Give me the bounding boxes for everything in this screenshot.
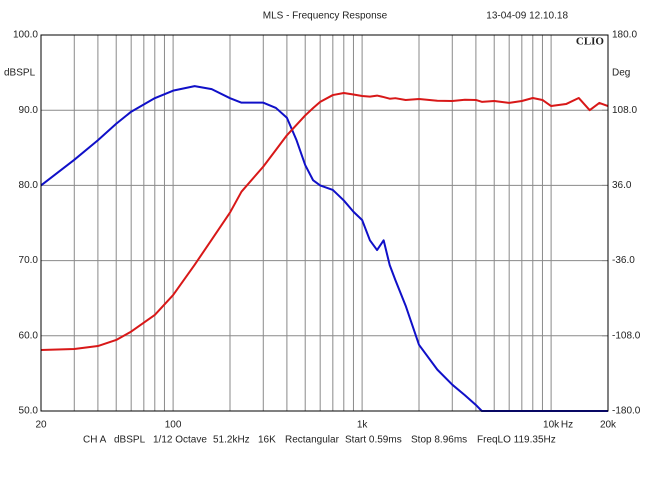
y2-tick-label: 180.0: [612, 30, 637, 41]
x-unit-label: Hz: [561, 420, 573, 431]
y2-tick-label: -36.0: [612, 255, 635, 266]
y-tick-label: 80.0: [19, 180, 39, 191]
y-tick-label: 60.0: [19, 330, 39, 341]
brand: CLIO: [576, 36, 605, 48]
series-line: [40, 91, 609, 351]
y-axis-label: dBSPL: [4, 68, 36, 79]
y-tick-label: 50.0: [19, 406, 39, 417]
x-tick-label: 100: [165, 420, 182, 431]
y-tick-label: 100.0: [13, 30, 38, 41]
y2-tick-label: 108.0: [612, 105, 637, 116]
footer-item: FreqLO 119.35Hz: [477, 435, 556, 446]
plot-frame: [40, 34, 609, 412]
x-tick-label: 20k: [600, 420, 617, 431]
x-tick-label: 20: [35, 420, 47, 431]
y2-axis-label: Deg: [612, 68, 630, 79]
y2-tick-label: -180.0: [612, 406, 641, 417]
y-tick-label: 70.0: [19, 255, 39, 266]
footer-item: 1/12 Octave: [153, 435, 207, 446]
chart-title: MLS - Frequency Response: [263, 11, 388, 22]
x-tick-label: 1k: [357, 420, 369, 431]
y2-tick-label: -108.0: [612, 330, 641, 341]
x-tick-label: 10k: [543, 420, 560, 431]
footer-item: 51.2kHz: [213, 435, 250, 446]
footer-item: dBSPL: [114, 435, 146, 446]
timestamp: 13-04-09 12.10.18: [486, 11, 568, 22]
y-tick-label: 90.0: [19, 105, 39, 116]
footer-item: Stop 8.96ms: [411, 435, 467, 446]
footer-item: Rectangular: [285, 435, 340, 446]
footer-item: 16K: [258, 435, 276, 446]
footer-item: CH A: [83, 435, 107, 446]
footer-item: Start 0.59ms: [345, 435, 402, 446]
y2-tick-label: 36.0: [612, 180, 632, 191]
